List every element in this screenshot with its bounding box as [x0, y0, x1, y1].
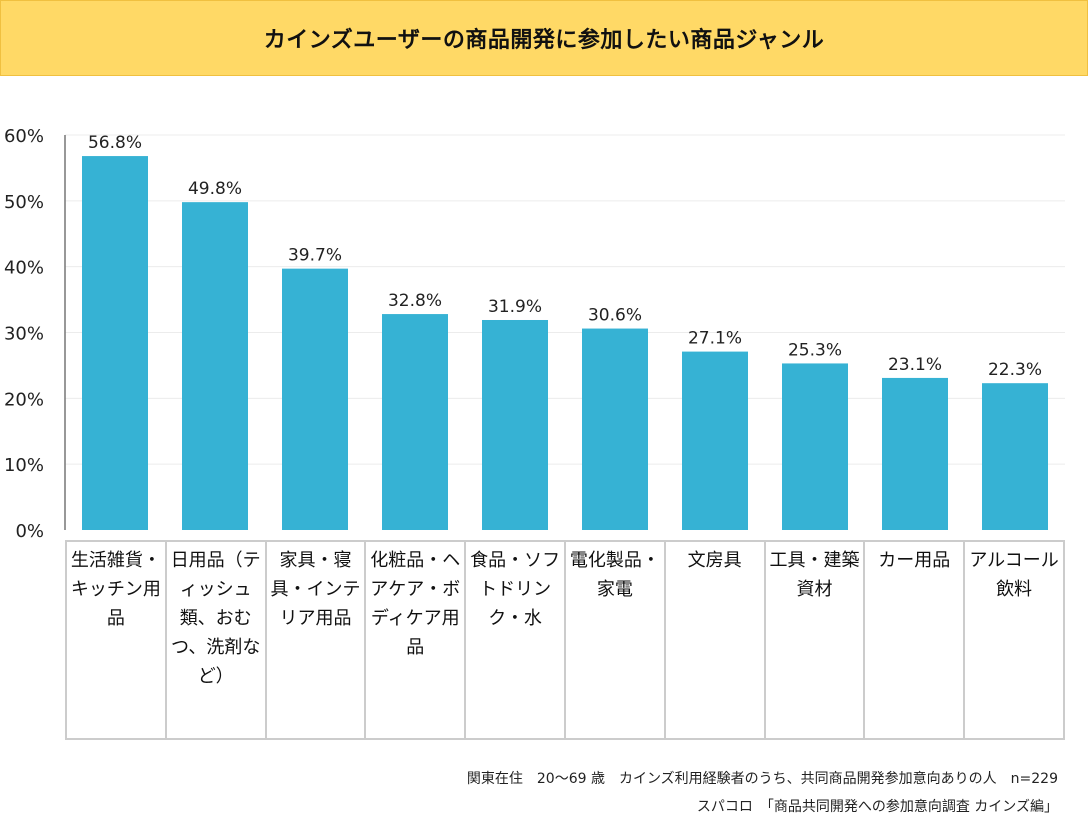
footnote-survey-scope: 関東在住 20〜69 歳 カインズ利用経験者のうち、共同商品開発参加意向ありの人…	[466, 771, 1058, 787]
bar-chart: 0% 10% 20% 30% 40% 50% 60% 56.8% 49.8% 39.7% 32.8…	[4, 126, 1065, 542]
bar-value-label: 30.6%	[588, 306, 642, 326]
y-tick-label: 40%	[4, 258, 44, 279]
category-label: 工具・建築資材	[766, 542, 866, 738]
value-labels: 56.8% 49.8% 39.7% 32.8% 31.9% 30.6% 27.1% 25.3%…	[88, 133, 1042, 380]
bar-value-label: 27.1%	[688, 329, 742, 349]
bar-value-label: 31.9%	[488, 297, 542, 317]
chart-title-banner: カインズユーザーの商品開発に参加したい商品ジャンル	[0, 0, 1088, 76]
bar-value-label: 25.3%	[788, 340, 842, 360]
chart-title: カインズユーザーの商品開発に参加したい商品ジャンル	[263, 28, 825, 53]
bar	[482, 319, 548, 530]
category-label: カー用品	[865, 542, 966, 738]
y-tick-label: 60%	[4, 126, 44, 147]
bar-value-label: 39.7%	[288, 246, 342, 266]
category-label: 食品・ソフトドリンク・水	[466, 542, 566, 738]
category-label: 家具・寝具・インテリア用品	[267, 542, 367, 738]
bar	[682, 351, 748, 530]
y-tick-label: 10%	[4, 455, 44, 476]
bar-value-label: 22.3%	[988, 360, 1042, 380]
footnote-source: スパコロ 「商品共同開発への参加意向調査 カインズ編」	[696, 799, 1058, 815]
category-label: 生活雑貨・キッチン用品	[67, 542, 167, 738]
category-label: 文房具	[666, 542, 766, 738]
category-label: 電化製品・家電	[566, 542, 666, 738]
y-tick-label: 30%	[4, 324, 44, 345]
bar	[282, 268, 348, 530]
footnote: 関東在住 20〜69 歳 カインズ利用経験者のうち、共同商品開発参加意向ありの人…	[467, 765, 1058, 821]
y-tick-label: 50%	[4, 192, 44, 213]
y-tick-label: 20%	[4, 389, 44, 410]
bar	[782, 363, 848, 530]
y-tick-label: 0%	[15, 521, 44, 542]
bar	[182, 202, 248, 530]
y-axis-ticks: 0% 10% 20% 30% 40% 50% 60%	[4, 126, 44, 542]
bar-value-label: 23.1%	[888, 355, 942, 375]
bar	[982, 383, 1048, 530]
bar-value-label: 32.8%	[388, 291, 442, 311]
bar	[82, 156, 148, 531]
bar	[582, 328, 648, 530]
bar-value-label: 49.8%	[188, 179, 242, 199]
category-label: 化粧品・ヘアケア・ボディケア用品	[366, 542, 467, 738]
bars	[82, 156, 1048, 531]
bar	[882, 377, 948, 530]
category-table: 生活雑貨・キッチン用品 日用品（ティッシュ類、おむつ、洗剤など） 家具・寝具・インテ…	[65, 540, 1065, 740]
category-label: 日用品（ティッシュ類、おむつ、洗剤など）	[167, 542, 267, 738]
bar	[382, 314, 448, 530]
category-label: アルコール飲料	[965, 542, 1065, 738]
bar-value-label: 56.8%	[88, 133, 142, 153]
